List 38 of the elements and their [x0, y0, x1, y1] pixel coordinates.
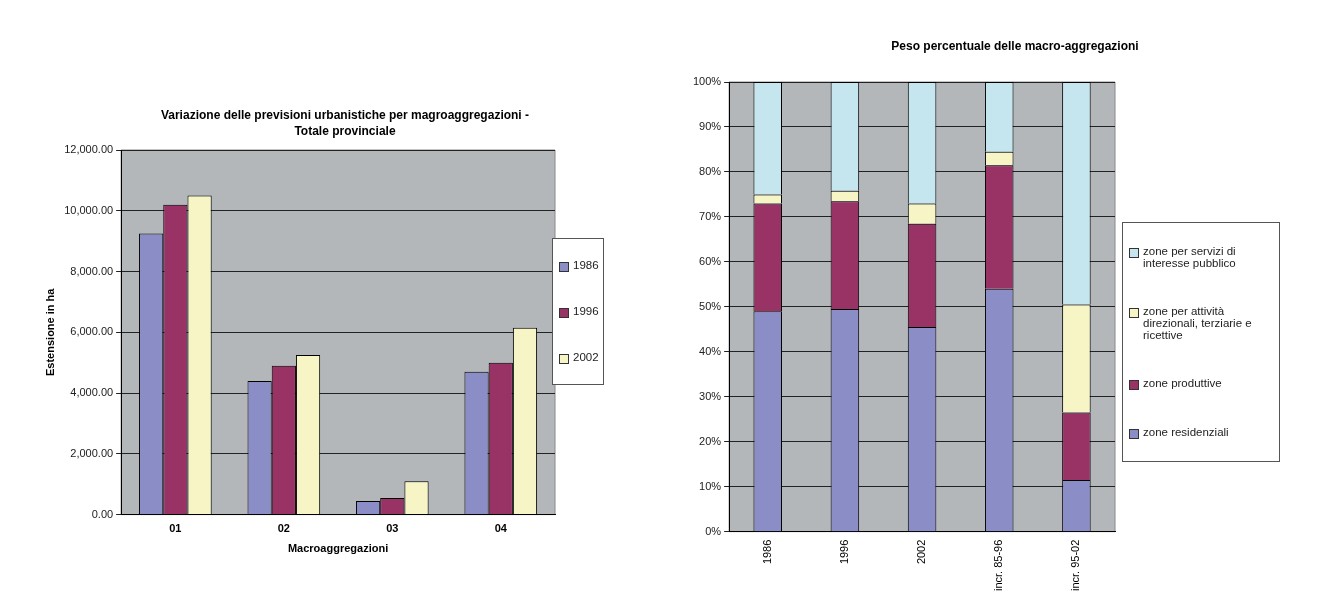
legend-label: zone residenziali	[1143, 426, 1229, 438]
y-tick-label: 0%	[705, 524, 722, 537]
x-tick-label: 1996	[837, 539, 850, 565]
y-tick-label: 30%	[699, 389, 722, 402]
x-tick-label: incr. 85-96	[992, 539, 1005, 592]
x-tick-label: 01	[169, 522, 182, 535]
chart-title: Peso percentuale delle macro-aggregazioni	[890, 38, 1140, 54]
y-tick-label: 70%	[699, 209, 722, 222]
x-tick-label: 2002	[915, 539, 928, 565]
y-tick-label: 8,000.00	[70, 264, 114, 277]
legend-label: 2002	[573, 350, 599, 363]
x-tick-label: incr. 95-02	[1069, 539, 1082, 592]
y-tick-label: 20%	[699, 434, 722, 447]
x-tick-label: 03	[386, 522, 399, 535]
y-tick-label: 60%	[699, 254, 722, 267]
x-axis-title: Macroaggregazioni	[287, 542, 389, 555]
x-tick-label: 02	[277, 522, 290, 535]
y-tick-label: 50%	[699, 299, 722, 312]
legend-label: 1996	[573, 304, 599, 317]
x-tick-label: 1986	[760, 539, 773, 565]
x-tick-label: 04	[494, 522, 508, 535]
y-tick-label: 80%	[699, 164, 722, 177]
y-tick-label: 90%	[699, 119, 722, 132]
y-tick-label: 6,000.00	[70, 325, 114, 338]
legend-label: zone produttive	[1143, 377, 1222, 389]
y-tick-label: 0.00	[91, 507, 114, 520]
y-tick-label: 12,000.00	[64, 143, 114, 156]
chart-title: Variazione delle previsioni urbanistiche per magroaggregazioni - Totale provinciale	[159, 107, 531, 139]
legend-label: zone per attività direzionali, terziarie e ricettive	[1143, 305, 1253, 341]
legend-label: zone per servizi di interesse pubblico	[1143, 245, 1237, 269]
legend-label: 1986	[573, 259, 599, 272]
y-tick-label: 4,000.00	[70, 386, 114, 399]
y-tick-label: 100%	[692, 75, 722, 88]
y-tick-label: 10,000.00	[64, 203, 114, 216]
y-tick-label: 2,000.00	[70, 446, 114, 459]
y-tick-label: 40%	[699, 344, 722, 357]
y-axis-title: Estensione in ha	[43, 287, 56, 377]
y-tick-label: 10%	[699, 479, 722, 492]
